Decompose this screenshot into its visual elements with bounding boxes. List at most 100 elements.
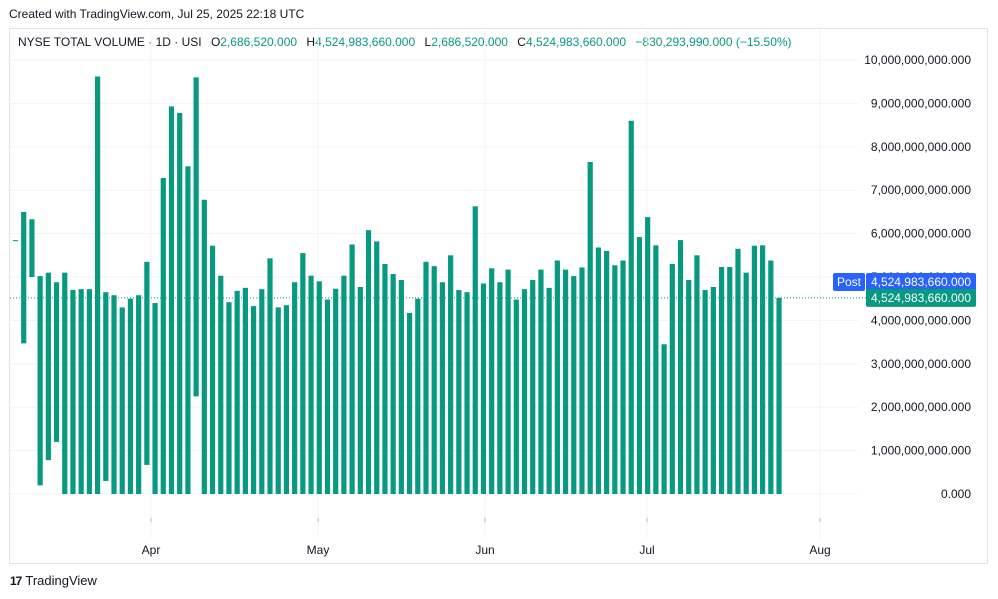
volume-bar [168,106,175,494]
volume-bar [29,219,35,277]
volume-bar [226,302,232,494]
volume-bar [349,244,355,494]
volume-bar [267,258,273,494]
volume-bar [612,265,618,494]
volume-bar [37,276,43,486]
y-tick-label: 10,000,000,000.000 [864,53,971,67]
volume-bar [398,280,404,494]
post-value-tag [866,273,976,291]
volume-bar [439,282,446,494]
volume-bar [45,272,51,461]
x-tick-label: Jun [475,543,494,557]
volume-bar [669,263,675,494]
volume-bar [144,261,150,465]
legend-open-label: O [210,35,221,49]
legend-change: −830,293,990.000 (−15.50%) [635,35,792,49]
volume-bar [727,267,733,494]
volume-bar [333,288,339,494]
volume-bar [595,247,602,494]
volume-bar [513,299,519,494]
volume-bar [160,178,166,495]
volume-bar [751,245,757,494]
volume-bar [530,280,536,494]
legend-high-label: H [306,35,316,49]
volume-bar [464,292,470,494]
volume-bar [324,299,331,494]
volume-bar [448,255,454,494]
volume-bar [127,298,134,494]
volume-bar [283,305,290,494]
legend-high-value: 4,524,983,660.000 [315,35,416,49]
legend-low-label: L [424,35,432,49]
volume-bar [95,76,101,495]
y-tick-label: 7,000,000,000.000 [871,183,971,197]
tradingview-brand[interactable]: TradingView [25,573,97,588]
volume-bar [505,269,511,494]
volume-bar [636,237,643,494]
volume-bar [776,297,782,494]
y-tick-label: 4,000,000,000.000 [871,313,971,327]
volume-bar [554,260,560,494]
volume-bar [316,281,322,494]
volume-bar [21,211,27,344]
volume-bar [86,289,92,494]
x-tick-label: Apr [142,543,161,557]
volume-bar [218,275,224,494]
volume-bar [694,255,700,494]
volume-bar [209,245,216,494]
volume-bar [661,344,667,494]
legend-symbol[interactable]: NYSE TOTAL VOLUME · 1D · USI [18,35,202,49]
x-tick-label: Jul [639,543,654,557]
volume-bar [653,245,659,494]
y-tick-label: 6,000,000,000.000 [871,227,971,241]
volume-bar [710,286,716,494]
last-value-tag [866,288,976,307]
volume-bar [201,199,207,494]
legend-close-value: 4,524,983,660.000 [525,35,627,49]
volume-bar [292,282,298,494]
volume-bar [390,273,396,494]
volume-bar [382,263,388,494]
volume-bar [341,275,347,494]
legend-open-value: 2,686,520.000 [220,35,298,49]
volume-bar [275,307,281,494]
post-label-tag [833,273,865,291]
volume-bar [357,286,363,494]
legend-close-label: C [517,35,526,49]
y-tick-label: 8,000,000,000.000 [871,140,971,154]
volume-bar [489,268,495,494]
volume-bar [686,280,692,494]
volume-bar [579,267,585,494]
legend-low-value: 2,686,520.000 [431,35,508,49]
volume-bar [365,230,372,494]
volume-bar [111,295,117,494]
y-tick-label: 9,000,000,000.000 [871,96,971,110]
volume-bar [308,275,314,494]
volume-bar [406,313,413,494]
volume-bar [587,161,593,495]
y-tick-label: 3,000,000,000.000 [871,357,971,371]
post-value-text: 4,524,983,660.000 [871,275,971,289]
volume-bar [152,303,158,494]
x-tick-label: May [307,543,330,557]
volume-bar [546,287,552,494]
volume-bar [620,260,626,494]
volume-bar [645,217,651,495]
volume-bar [78,289,84,494]
volume-bar [497,282,503,494]
y-tick-label: 0.000 [941,487,971,501]
volume-bar [415,298,421,494]
tradingview-footer: 17 TradingView [10,573,97,588]
volume-bar [259,289,265,494]
last-value-text: 4,524,983,660.000 [871,291,971,305]
volume-bar [743,272,749,494]
volume-bar [423,261,429,494]
tradingview-logo-icon: 17 [10,573,22,588]
volume-bar [562,269,569,494]
volume-bar [768,260,774,494]
created-with-text: Created with TradingView.com, Jul 25, 20… [9,7,305,21]
volume-bar [250,306,257,494]
volume-bar [472,206,478,494]
volume-bar [193,77,199,397]
